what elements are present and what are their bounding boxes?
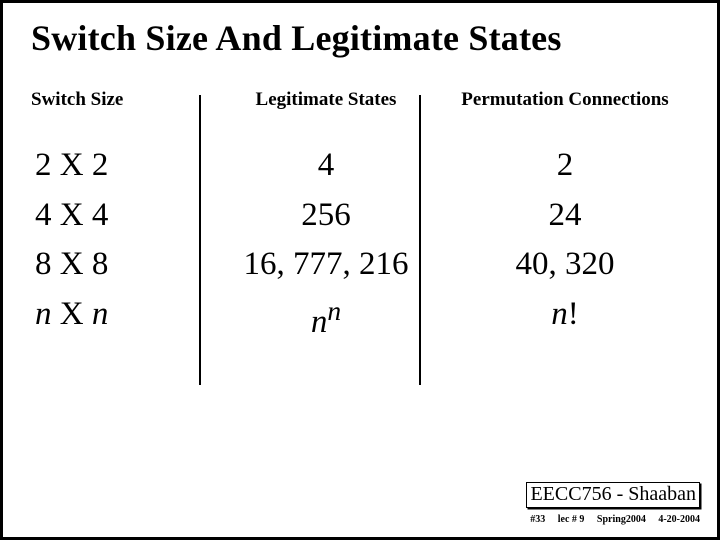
header-legitimate-states: Legitimate States: [211, 89, 441, 111]
term: Spring2004: [597, 514, 646, 525]
header-permutation-connections: Permutation Connections: [441, 89, 689, 111]
column-legitimate-states: 4 256 16, 777, 216 nn: [211, 139, 441, 389]
cell: 2 X 2: [35, 141, 211, 191]
header-switch-size: Switch Size: [31, 89, 211, 111]
cell: 256: [301, 191, 351, 241]
cell: 24: [549, 191, 582, 241]
date: 4-20-2004: [658, 514, 700, 525]
cell: 4 X 4: [35, 191, 211, 241]
cell: 8 X 8: [35, 240, 211, 290]
lecture-number: lec # 9: [558, 514, 585, 525]
cell: nn: [311, 290, 341, 348]
table: Switch Size Legitimate States Permutatio…: [31, 89, 689, 389]
column-divider: [419, 95, 421, 385]
column-divider: [199, 95, 201, 385]
cell: n!: [551, 290, 579, 340]
column-switch-size: 2 X 2 4 X 4 8 X 8 n X n: [31, 139, 211, 389]
table-header-row: Switch Size Legitimate States Permutatio…: [31, 89, 689, 111]
table-body: 2 X 2 4 X 4 8 X 8 n X n 4 256 16, 777, 2…: [31, 139, 689, 389]
cell: 40, 320: [516, 240, 615, 290]
cell: 4: [318, 141, 335, 191]
column-permutation-connections: 2 24 40, 320 n!: [441, 139, 689, 389]
cell: 2: [557, 141, 574, 191]
slide-number: #33: [530, 514, 545, 525]
cell: n X n: [35, 290, 211, 340]
cell: 16, 777, 216: [244, 240, 409, 290]
slide-meta: #33 lec # 9 Spring2004 4-20-2004: [520, 514, 700, 525]
slide-frame: Switch Size And Legitimate States Switch…: [0, 0, 720, 540]
course-label: EECC756 - Shaaban: [526, 482, 700, 508]
slide-title: Switch Size And Legitimate States: [31, 17, 689, 59]
table-columns: 2 X 2 4 X 4 8 X 8 n X n 4 256 16, 777, 2…: [31, 139, 689, 389]
